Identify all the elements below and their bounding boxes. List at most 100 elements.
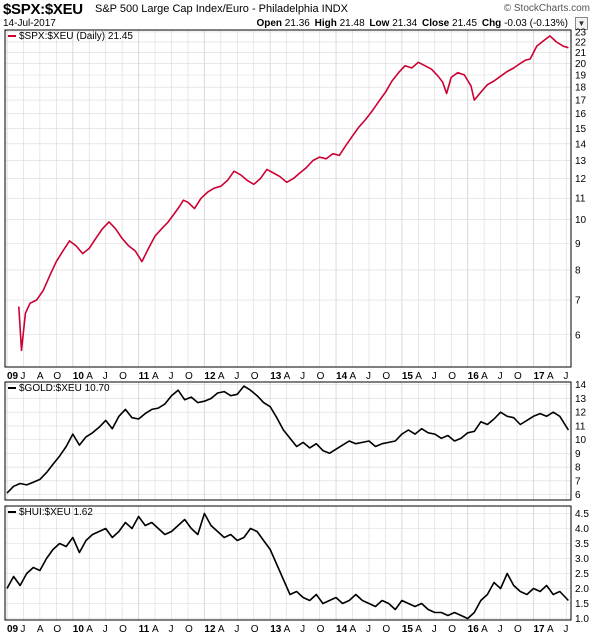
x-tick-label: A (218, 624, 225, 635)
x-tick-label: 15 (402, 371, 414, 382)
y-tick-label: 12 (575, 174, 587, 185)
x-tick-label: A (415, 371, 422, 382)
y-tick-label: 9 (575, 239, 581, 250)
chart-header: $SPX:$XEU S&P 500 Large Cap Index/Euro -… (0, 0, 594, 30)
x-tick-label: O (382, 371, 390, 382)
y-tick-label: 16 (575, 109, 587, 120)
x-tick-label: O (251, 371, 259, 382)
x-axis-top: 09 J A O 10 A J O 11 A J O 12 A J O 13 A J O 14 A J O 15 A J O 16 A J O… (7, 371, 568, 382)
x-tick-label: A (547, 624, 554, 635)
x-tick-label: A (481, 371, 488, 382)
x-tick-label: 16 (468, 371, 480, 382)
x-tick-label: O (317, 371, 325, 382)
x-tick-label: A (37, 624, 44, 635)
x-tick-label: 10 (73, 624, 85, 635)
x-tick-label: A (284, 624, 291, 635)
x-tick-label: 15 (402, 624, 414, 635)
x-tick-label: A (481, 624, 488, 635)
y-tick-label: 11 (575, 421, 586, 432)
open-value: 21.36 (284, 18, 310, 29)
x-tick-label: O (185, 371, 193, 382)
y-tick-label: 6 (575, 330, 581, 341)
legend-label: $GOLD:$XEU 10.70 (19, 383, 110, 394)
y-tick-label: 17 (575, 96, 587, 107)
x-tick-label: J (432, 371, 437, 382)
chg-value: -0.03 (-0.13%) (504, 18, 568, 29)
x-tick-label: O (119, 624, 127, 635)
low-label: Low (369, 18, 390, 29)
x-tick-label: J (563, 371, 568, 382)
ticker-symbol: $SPX:$XEU (3, 1, 83, 18)
y-tick-label: 15 (575, 124, 587, 135)
x-axis-bottom: 09 J A O 10 A J O 11 A J O 12 A J O 13 A J O 14 A J O 15 A J O 16 A J O… (7, 624, 568, 635)
high-value: 21.48 (339, 18, 365, 29)
x-tick-label: O (119, 371, 127, 382)
panel-border (4, 29, 572, 368)
x-tick-label: O (514, 624, 522, 635)
open-label: Open (256, 18, 283, 29)
y-tick-label: 19 (575, 71, 587, 82)
x-tick-label: O (514, 371, 522, 382)
x-tick-label: J (20, 624, 25, 635)
y-tick-label: 18 (575, 83, 587, 94)
x-tick-label: A (37, 371, 44, 382)
x-tick-label: O (53, 624, 61, 635)
series-line-spxxeu (18, 35, 569, 352)
y-tick-label: 7 (575, 476, 581, 487)
x-tick-label: A (152, 371, 159, 382)
y-tick-label: 3.5 (575, 539, 589, 550)
x-tick-label: O (53, 371, 61, 382)
y-tick-label: 14 (575, 139, 587, 150)
y-tick-label: 13 (575, 156, 587, 167)
x-tick-label: A (415, 624, 422, 635)
y-tick-label: 4.0 (575, 524, 589, 535)
y-tick-label: 14 (575, 380, 587, 391)
x-tick-label: O (448, 624, 456, 635)
x-tick-label: O (317, 624, 325, 635)
y-tick-label: 13 (575, 394, 587, 405)
y-tick-label: 1.0 (575, 614, 589, 625)
stockcharts-credit: © StockCharts.com (503, 3, 590, 14)
y-tick-label: 7 (575, 296, 581, 307)
x-tick-label: J (300, 371, 305, 382)
x-tick-label: A (152, 624, 159, 635)
y-tick-label: 12 (575, 408, 587, 419)
x-tick-label: 17 (533, 371, 545, 382)
y-tick-label: 3.0 (575, 554, 589, 565)
x-tick-label: J (169, 371, 174, 382)
x-tick-label: J (432, 624, 437, 635)
panel-border (4, 381, 572, 501)
y-tick-label: 11 (575, 194, 586, 205)
x-tick-label: A (218, 371, 225, 382)
high-label: High (314, 18, 337, 29)
y-tick-label: 2.0 (575, 584, 589, 595)
x-tick-label: 13 (270, 624, 282, 635)
y-tick-label: 23 (575, 27, 587, 38)
x-tick-label: J (563, 624, 568, 635)
series-line-goldxeu (6, 385, 570, 494)
close-value: 21.45 (452, 18, 478, 29)
x-tick-label: O (448, 371, 456, 382)
y-tick-label: 4.5 (575, 509, 589, 520)
x-tick-label: J (103, 624, 108, 635)
chart-date: 14-Jul-2017 (3, 18, 56, 29)
x-tick-label: 11 (139, 624, 150, 635)
x-tick-label: J (300, 624, 305, 635)
y-tick-label: 10 (575, 435, 587, 446)
panel-border (4, 505, 572, 621)
series-line-huixeu (6, 512, 569, 620)
x-tick-label: J (366, 624, 371, 635)
chevron-down-icon[interactable]: ▼ (575, 17, 588, 30)
y-tick-label: 10 (575, 215, 587, 226)
x-tick-label: J (498, 371, 503, 382)
x-tick-label: 09 (7, 624, 19, 635)
x-tick-label: J (169, 624, 174, 635)
y-tick-label: 2.5 (575, 569, 589, 580)
x-tick-label: 14 (336, 371, 348, 382)
legend-label: $HUI:$XEU 1.62 (19, 507, 93, 518)
x-tick-label: J (234, 624, 239, 635)
close-label: Close (422, 18, 450, 29)
x-tick-label: J (103, 371, 108, 382)
y-tick-label: 22 (575, 37, 587, 48)
